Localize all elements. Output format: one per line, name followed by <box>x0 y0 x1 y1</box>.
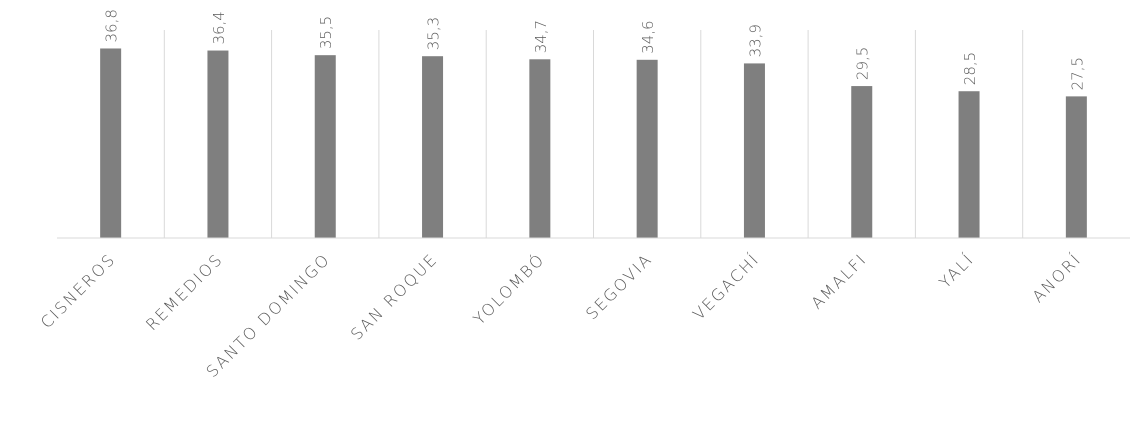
bar <box>314 55 336 238</box>
data-label: 36,8 <box>103 9 121 42</box>
bar <box>529 59 551 238</box>
x-tick-label: CISNEROS <box>37 249 120 332</box>
bar <box>958 91 980 238</box>
x-tick-label: VEGACHÍ <box>689 249 763 323</box>
data-label: 34,6 <box>639 20 657 53</box>
x-tick-label: AMALFI <box>807 249 870 312</box>
data-label: 29,5 <box>854 47 872 80</box>
x-tick-label: SAN ROQUE <box>347 249 441 343</box>
bar <box>636 59 658 239</box>
data-label: 35,3 <box>425 17 443 50</box>
bar <box>851 86 873 238</box>
bar <box>207 50 229 238</box>
bar <box>1065 96 1087 238</box>
data-label: 33,9 <box>746 24 764 57</box>
data-label: 27,5 <box>1068 57 1086 90</box>
data-label: 28,5 <box>961 52 979 85</box>
bar <box>100 48 122 239</box>
x-tick-label: SANTO DOMINGO <box>202 249 334 381</box>
x-tick-label: ANORÍ <box>1028 249 1085 306</box>
data-label: 35,5 <box>317 16 335 49</box>
data-label: 36,4 <box>210 11 228 44</box>
x-tick-label: YALÍ <box>935 249 978 292</box>
x-tick-label: SEGOVIA <box>582 249 656 323</box>
bar <box>422 56 444 238</box>
x-tick-label: REMEDIOS <box>142 249 227 334</box>
bar <box>743 63 765 238</box>
data-label: 34,7 <box>532 20 550 53</box>
x-tick-label: YOLOMBÓ <box>469 249 548 328</box>
